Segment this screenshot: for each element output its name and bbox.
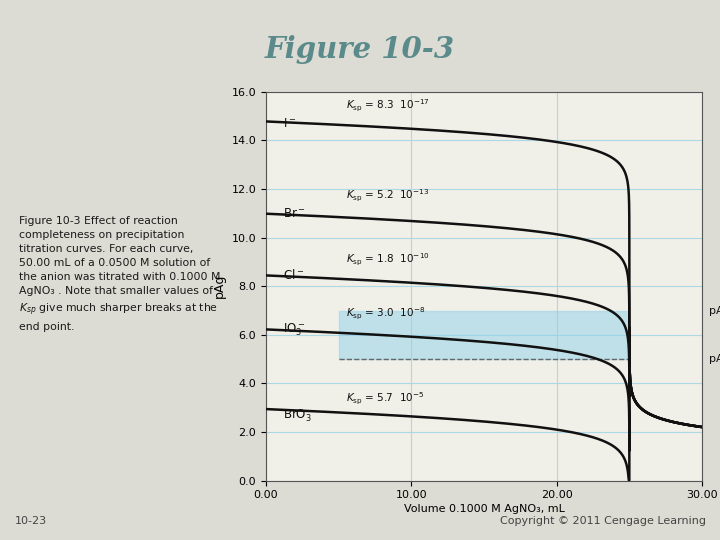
Text: 10-23: 10-23 — [14, 516, 47, 526]
Text: $\mathit{K}_{\rm sp}$ = 1.8  $10^{-10}$: $\mathit{K}_{\rm sp}$ = 1.8 $10^{-10}$ — [346, 252, 430, 268]
Y-axis label: pAg: pAg — [213, 274, 226, 299]
Text: I$^-$: I$^-$ — [284, 117, 297, 130]
Text: $\mathit{K}_{\rm sp}$ = 5.7  $10^{-5}$: $\mathit{K}_{\rm sp}$ = 5.7 $10^{-5}$ — [346, 391, 424, 407]
Text: pAg = 7.0: pAg = 7.0 — [709, 306, 720, 315]
Text: Figure 10-3 Effect of reaction
completeness on precipitation
titration curves. F: Figure 10-3 Effect of reaction completen… — [19, 216, 221, 332]
Text: pAg = 5.0: pAg = 5.0 — [709, 354, 720, 364]
Text: Br$^-$: Br$^-$ — [284, 207, 306, 220]
Text: BrO$_3^-$: BrO$_3^-$ — [284, 408, 315, 424]
Text: Copyright © 2011 Cengage Learning: Copyright © 2011 Cengage Learning — [500, 516, 706, 526]
Text: $\mathit{K}_{\rm sp}$ = 8.3  $10^{-17}$: $\mathit{K}_{\rm sp}$ = 8.3 $10^{-17}$ — [346, 98, 430, 114]
Text: Figure 10-3: Figure 10-3 — [265, 35, 455, 64]
X-axis label: Volume 0.1000 M AgNO₃, mL: Volume 0.1000 M AgNO₃, mL — [404, 504, 564, 515]
Text: $\mathit{K}_{\rm sp}$ = 3.0  $10^{-8}$: $\mathit{K}_{\rm sp}$ = 3.0 $10^{-8}$ — [346, 306, 426, 322]
Text: IO$_3^-$: IO$_3^-$ — [284, 322, 306, 338]
Text: Cl$^-$: Cl$^-$ — [284, 268, 305, 282]
Text: $\mathit{K}_{\rm sp}$ = 5.2  $10^{-13}$: $\mathit{K}_{\rm sp}$ = 5.2 $10^{-13}$ — [346, 188, 429, 205]
